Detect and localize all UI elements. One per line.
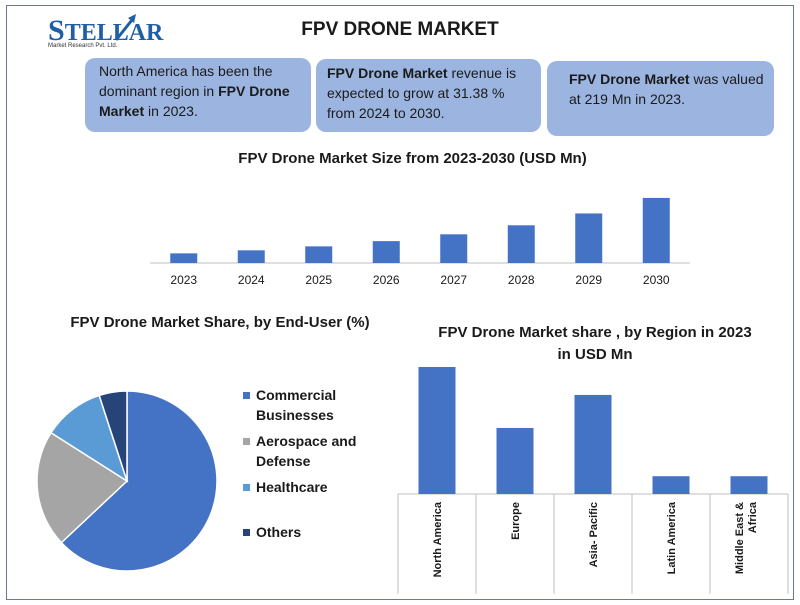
end-user-pie-chart xyxy=(36,390,218,572)
legend-label: Commercial Businesses xyxy=(256,387,337,423)
info-bold: FPV Drone Market xyxy=(99,83,290,119)
region-bar-chart: North America Europe Asia- Pacific Latin Am… xyxy=(397,367,789,594)
pie-slice-commercial-businesses xyxy=(60,390,218,572)
legend-swatch xyxy=(243,438,250,445)
x-tick-label: 2027 xyxy=(440,273,467,287)
x-tick-label: 2029 xyxy=(575,273,602,287)
market-size-chart-title: FPV Drone Market Size from 2023-2030 (US… xyxy=(238,150,587,167)
infographic-frame xyxy=(6,5,794,600)
x-tick-label: 2023 xyxy=(170,273,197,287)
info-bold: FPV Drone Market xyxy=(327,65,448,81)
logo-initial: S xyxy=(48,14,65,47)
info-bold: FPV Drone Market xyxy=(569,71,690,87)
bar-latin-america xyxy=(652,476,690,494)
info-text: in 2023. xyxy=(144,103,198,119)
x-tick-label: 2026 xyxy=(373,273,400,287)
legend-label: Aerospace and Defense xyxy=(256,433,357,469)
logo-arrow-icon xyxy=(114,14,136,41)
bar-2025 xyxy=(305,246,333,263)
info-box-growth: FPV Drone Market revenue is expected to … xyxy=(316,59,541,132)
x-tick-label: 2024 xyxy=(238,273,265,287)
legend-swatch xyxy=(243,484,250,491)
x-tick-label: Middle East & xyxy=(734,502,746,574)
legend-label: Healthcare xyxy=(256,479,328,495)
bar-middle-east-africa xyxy=(730,476,768,494)
bar-2023 xyxy=(170,253,198,263)
bar-2026 xyxy=(372,241,400,263)
x-tick-label: 2030 xyxy=(643,273,670,287)
x-tick-label: 2028 xyxy=(508,273,535,287)
info-text: was valued at 219 Mn in 2023. xyxy=(569,71,764,107)
bar-2030 xyxy=(642,197,670,263)
bar-2024 xyxy=(237,250,265,263)
legend-label: Others xyxy=(256,524,302,540)
x-tick-label: 2025 xyxy=(305,273,332,287)
x-tick-label: Latin America xyxy=(666,501,678,574)
bar-2028 xyxy=(507,225,535,263)
bar-2027 xyxy=(440,234,468,263)
x-tick-label: Asia- Pacific xyxy=(588,502,600,567)
region-chart-title: FPV Drone Market share , by Region in 20… xyxy=(438,324,752,363)
end-user-chart-title: FPV Drone Market Share, by End-User (%) xyxy=(70,314,370,331)
pie-slice-others xyxy=(98,390,128,482)
logo-subtitle: Market Research Pvt. Ltd. xyxy=(48,43,118,49)
bar-north-america xyxy=(418,367,456,494)
logo-word: TELLAR xyxy=(64,20,164,46)
bar-2029 xyxy=(575,213,603,263)
x-tick-label: North America xyxy=(432,501,444,577)
info-box-region: North America has been the dominant regi… xyxy=(85,58,311,132)
info-box-value: FPV Drone Market was valued at 219 Mn in… xyxy=(547,61,774,136)
stellar-logo: STELLAR Market Research Pvt. Ltd. xyxy=(30,10,163,54)
market-size-chart: 2023 2024 2025 2026 2027 2028 2029 2030 xyxy=(150,197,690,287)
info-text: revenue is expected to grow at 31.38 % f… xyxy=(327,65,517,121)
page-title: FPV DRONE MARKET xyxy=(301,19,499,40)
pie-slice-aerospace-and-defense xyxy=(36,431,129,544)
bar-europe xyxy=(496,427,534,494)
info-text: North America has been the dominant regi… xyxy=(99,63,273,99)
legend-swatch xyxy=(243,529,250,536)
x-tick-label: Europe xyxy=(510,502,522,540)
x-tick-label: Africa xyxy=(747,501,759,533)
legend-swatch xyxy=(243,392,250,399)
bar-asia-pacific xyxy=(574,394,612,494)
